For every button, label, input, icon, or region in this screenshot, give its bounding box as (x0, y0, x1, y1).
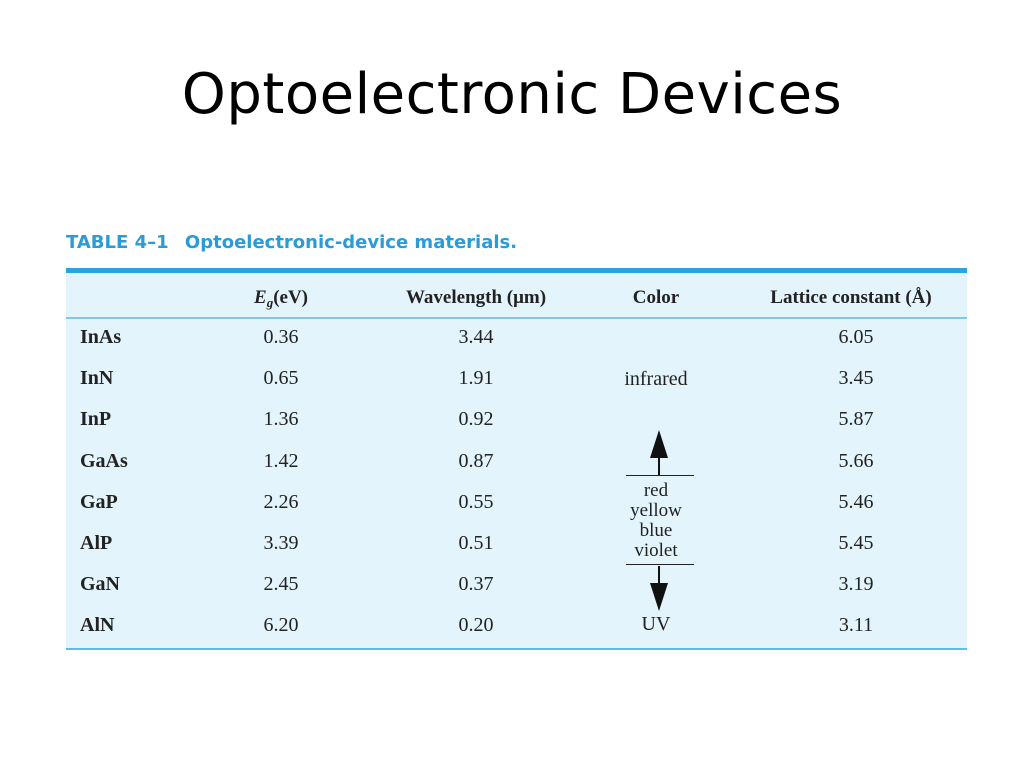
header-divider (66, 317, 967, 319)
row-wavelength: 0.51 (458, 532, 494, 554)
row-bandgap: 2.45 (263, 573, 299, 595)
row-material: GaP (80, 491, 118, 513)
row-wavelength: 0.55 (458, 491, 494, 513)
row-bandgap: 3.39 (263, 532, 299, 554)
row-lattice-constant: 5.66 (838, 450, 874, 472)
color-blue: blue (639, 520, 673, 541)
row-bandgap: 2.26 (263, 491, 299, 513)
arrow-up-icon (650, 430, 668, 475)
table-caption: TABLE 4–1 Optoelectronic-device material… (66, 232, 517, 253)
slide-title: Optoelectronic Devices (181, 62, 843, 127)
row-material: AlN (80, 614, 115, 636)
row-bandgap: 1.36 (263, 408, 299, 430)
row-lattice-constant: 5.87 (838, 408, 874, 430)
row-wavelength: 3.44 (458, 326, 494, 348)
row-wavelength: 0.37 (458, 573, 494, 595)
header-lattice-constant: Lattice constant (Å) (770, 287, 932, 308)
visible-colors: red yellow blue violet (586, 481, 726, 561)
row-material: InN (80, 367, 114, 389)
row-wavelength: 0.20 (458, 614, 494, 636)
materials-table: Eg(eV) Wavelength (μm) Color Lattice con… (66, 268, 967, 650)
row-material: AlP (80, 532, 113, 554)
row-bandgap: 0.36 (263, 326, 299, 348)
header-bandgap-symbol: E (254, 287, 267, 308)
row-wavelength: 0.92 (458, 408, 494, 430)
row-lattice-constant: 6.05 (838, 326, 874, 348)
row-bandgap: 0.65 (263, 367, 299, 389)
header-color: Color (632, 287, 680, 308)
row-bandgap: 1.42 (263, 450, 299, 472)
row-lattice-constant: 3.19 (838, 573, 874, 595)
color-red: red (643, 480, 669, 501)
color-infrared: infrared (624, 368, 688, 390)
visible-top-divider (626, 475, 694, 476)
row-material: InP (80, 408, 112, 430)
row-lattice-constant: 3.11 (838, 614, 874, 636)
row-lattice-constant: 5.46 (838, 491, 874, 513)
color-yellow: yellow (630, 500, 682, 521)
color-uv: UV (641, 613, 671, 635)
table-caption-text: Optoelectronic-device materials. (184, 232, 518, 253)
header-wavelength: Wavelength (μm) (405, 287, 547, 308)
row-wavelength: 1.91 (458, 367, 494, 389)
header-bandgap-unit: (eV) (273, 287, 308, 308)
row-wavelength: 0.87 (458, 450, 494, 472)
row-material: GaAs (80, 450, 128, 472)
header-bandgap-subscript: g (266, 295, 274, 310)
table-caption-label: TABLE 4–1 (66, 232, 169, 253)
color-violet: violet (634, 540, 678, 561)
visible-bottom-divider (626, 564, 694, 565)
row-material: GaN (80, 573, 120, 595)
arrow-down-icon (650, 566, 668, 611)
row-lattice-constant: 5.45 (838, 532, 874, 554)
header-bandgap: Eg(eV) (226, 287, 336, 311)
row-material: InAs (80, 326, 122, 348)
row-lattice-constant: 3.45 (838, 367, 874, 389)
row-bandgap: 6.20 (263, 614, 299, 636)
